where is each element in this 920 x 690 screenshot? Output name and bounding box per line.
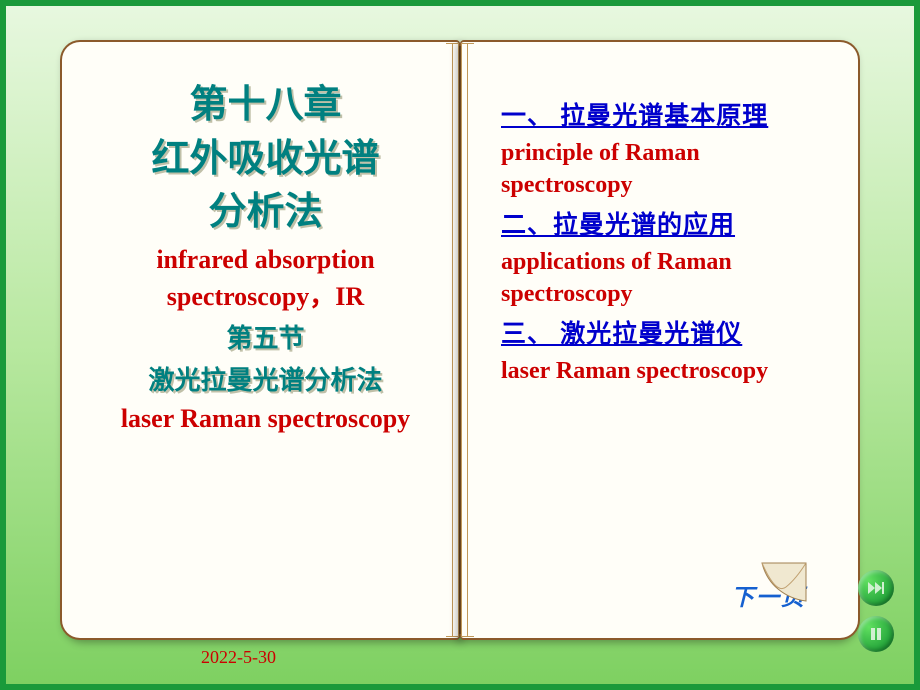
section-subtitle-en: laser Raman spectroscopy: [102, 402, 429, 436]
toc-link-3[interactable]: 三、 激光拉曼光谱仪: [501, 315, 828, 355]
chapter-subtitle-en-line2: spectroscopy，IR: [102, 280, 429, 314]
book-spine: [459, 46, 461, 634]
left-content: 第十八章 红外吸收光谱 分析法 infrared absorption spec…: [62, 42, 459, 638]
right-page: 一、 拉曼光谱基本原理 principle of Raman spectrosc…: [460, 40, 860, 640]
section-title-line2: 激光拉曼光谱分析法: [102, 364, 429, 398]
open-book: 第十八章 红外吸收光谱 分析法 infrared absorption spec…: [50, 40, 870, 650]
forward-icon: [867, 581, 885, 595]
date-label: 2022-5-30: [201, 647, 276, 668]
toc-link-2[interactable]: 二、拉曼光谱的应用: [501, 206, 828, 246]
toc-link-1[interactable]: 一、 拉曼光谱基本原理: [501, 97, 828, 137]
toc-sub-3: laser Raman spectroscopy: [501, 355, 828, 387]
toc-sub-2: applications of Raman spectroscopy: [501, 246, 828, 311]
section-title-line1: 第五节: [102, 322, 429, 356]
nav-pause-button[interactable]: [858, 616, 894, 652]
chapter-title-line2: 红外吸收光谱: [102, 136, 429, 184]
right-content: 一、 拉曼光谱基本原理 principle of Raman spectrosc…: [461, 42, 858, 638]
chapter-title-line3: 分析法: [102, 189, 429, 237]
chapter-subtitle-en-line1: infrared absorption: [102, 243, 429, 277]
left-page: 第十八章 红外吸收光谱 分析法 infrared absorption spec…: [60, 40, 460, 640]
nav-forward-button[interactable]: [858, 570, 894, 606]
chapter-title-line1: 第十八章: [102, 82, 429, 130]
toc-sub-1: principle of Raman spectroscopy: [501, 137, 828, 202]
pause-icon: [869, 627, 883, 641]
